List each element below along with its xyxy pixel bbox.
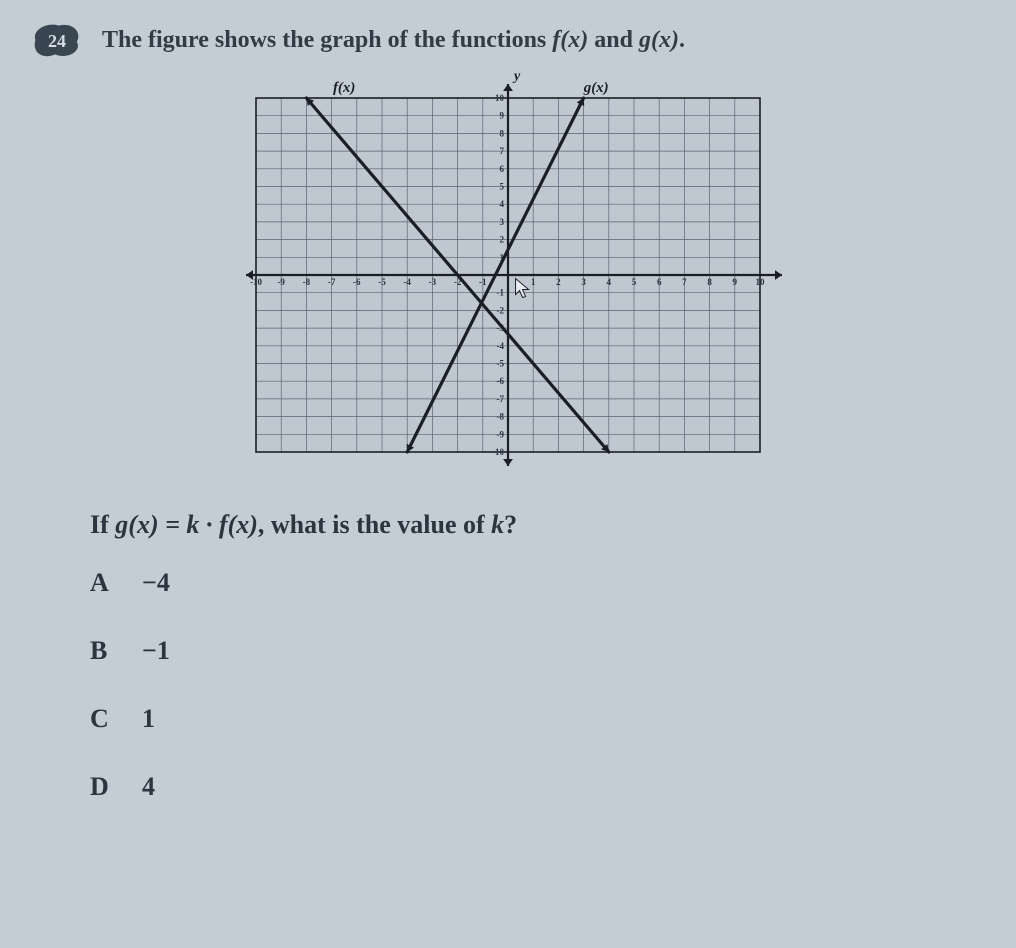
svg-text:-3: -3 (429, 277, 437, 287)
sub-q: ? (504, 510, 517, 539)
answer-choice[interactable]: D4 (90, 772, 986, 802)
svg-text:4: 4 (500, 199, 505, 209)
choice-value: 4 (142, 772, 155, 802)
svg-text:8: 8 (707, 277, 712, 287)
sub-eq: g(x) = k · f(x) (115, 510, 258, 539)
svg-text:10: 10 (756, 277, 766, 287)
question-header: 24 The figure shows the graph of the fun… (30, 20, 986, 60)
choice-value: −1 (142, 636, 170, 666)
answer-choice[interactable]: A −4 (90, 568, 986, 598)
svg-text:-5: -5 (378, 277, 386, 287)
svg-text:y: y (512, 70, 521, 84)
svg-text:8: 8 (500, 128, 505, 138)
svg-text:f(x): f(x) (333, 80, 356, 96)
svg-text:9: 9 (500, 111, 505, 121)
choice-value: −4 (142, 568, 170, 598)
svg-text:24: 24 (48, 31, 66, 51)
question-page: 24 The figure shows the graph of the fun… (0, 0, 1016, 860)
sub-k: k (491, 510, 504, 539)
sub-pre: If (90, 510, 115, 539)
sub-prompt: If g(x) = k · f(x), what is the value of… (90, 510, 986, 540)
svg-text:9: 9 (733, 277, 738, 287)
svg-text:-10: -10 (250, 277, 262, 287)
svg-text:-1: -1 (479, 277, 487, 287)
svg-text:-9: -9 (277, 277, 285, 287)
svg-text:1: 1 (531, 277, 536, 287)
svg-text:-5: -5 (497, 359, 505, 369)
svg-text:-6: -6 (353, 277, 361, 287)
prompt-text-post: . (679, 27, 685, 53)
svg-text:10: 10 (495, 93, 505, 103)
sub-post: , what is the value of (258, 510, 491, 539)
svg-text:g(x): g(x) (583, 80, 609, 96)
svg-text:-4: -4 (403, 277, 411, 287)
svg-text:-7: -7 (497, 394, 505, 404)
prompt-text-mid: and (588, 27, 639, 53)
question-prompt: The figure shows the graph of the functi… (102, 27, 685, 54)
choice-value: 1 (142, 704, 155, 734)
svg-text:-8: -8 (303, 277, 311, 287)
svg-text:5: 5 (500, 182, 505, 192)
svg-text:6: 6 (657, 277, 662, 287)
svg-text:-7: -7 (328, 277, 336, 287)
graph-container: -10 -9 -8 -7 -6 -5 -4 -3 -2 -1 1 2 3 4 5 6 7 8 9 10 -10 -9 -8 -… (30, 70, 986, 480)
choice-letter: C (90, 704, 114, 734)
answer-choices: A −4 B −1 C1 D4 (90, 568, 986, 802)
svg-text:-2: -2 (497, 305, 505, 315)
svg-text:7: 7 (500, 146, 505, 156)
svg-text:-8: -8 (497, 412, 505, 422)
choice-letter: D (90, 772, 114, 802)
svg-text:5: 5 (632, 277, 637, 287)
svg-text:2: 2 (500, 235, 505, 245)
svg-text:-1: -1 (497, 288, 505, 298)
svg-text:3: 3 (581, 277, 586, 287)
fn-g: g(x) (639, 27, 679, 53)
svg-text:-6: -6 (497, 376, 505, 386)
svg-text:3: 3 (500, 217, 505, 227)
svg-text:4: 4 (607, 277, 612, 287)
svg-text:-4: -4 (497, 341, 505, 351)
choice-letter: B (90, 636, 114, 666)
question-number-icon: 24 (30, 20, 84, 60)
svg-text:6: 6 (500, 164, 505, 174)
svg-text:7: 7 (682, 277, 687, 287)
answer-choice[interactable]: C1 (90, 704, 986, 734)
svg-text:-9: -9 (497, 429, 505, 439)
choice-letter: A (90, 568, 114, 598)
function-graph: -10 -9 -8 -7 -6 -5 -4 -3 -2 -1 1 2 3 4 5 6 7 8 9 10 -10 -9 -8 -… (228, 70, 788, 480)
svg-text:2: 2 (556, 277, 561, 287)
svg-text:-10: -10 (492, 447, 504, 457)
answer-choice[interactable]: B −1 (90, 636, 986, 666)
fn-f: f(x) (552, 27, 588, 53)
prompt-text-pre: The figure shows the graph of the functi… (102, 27, 552, 53)
